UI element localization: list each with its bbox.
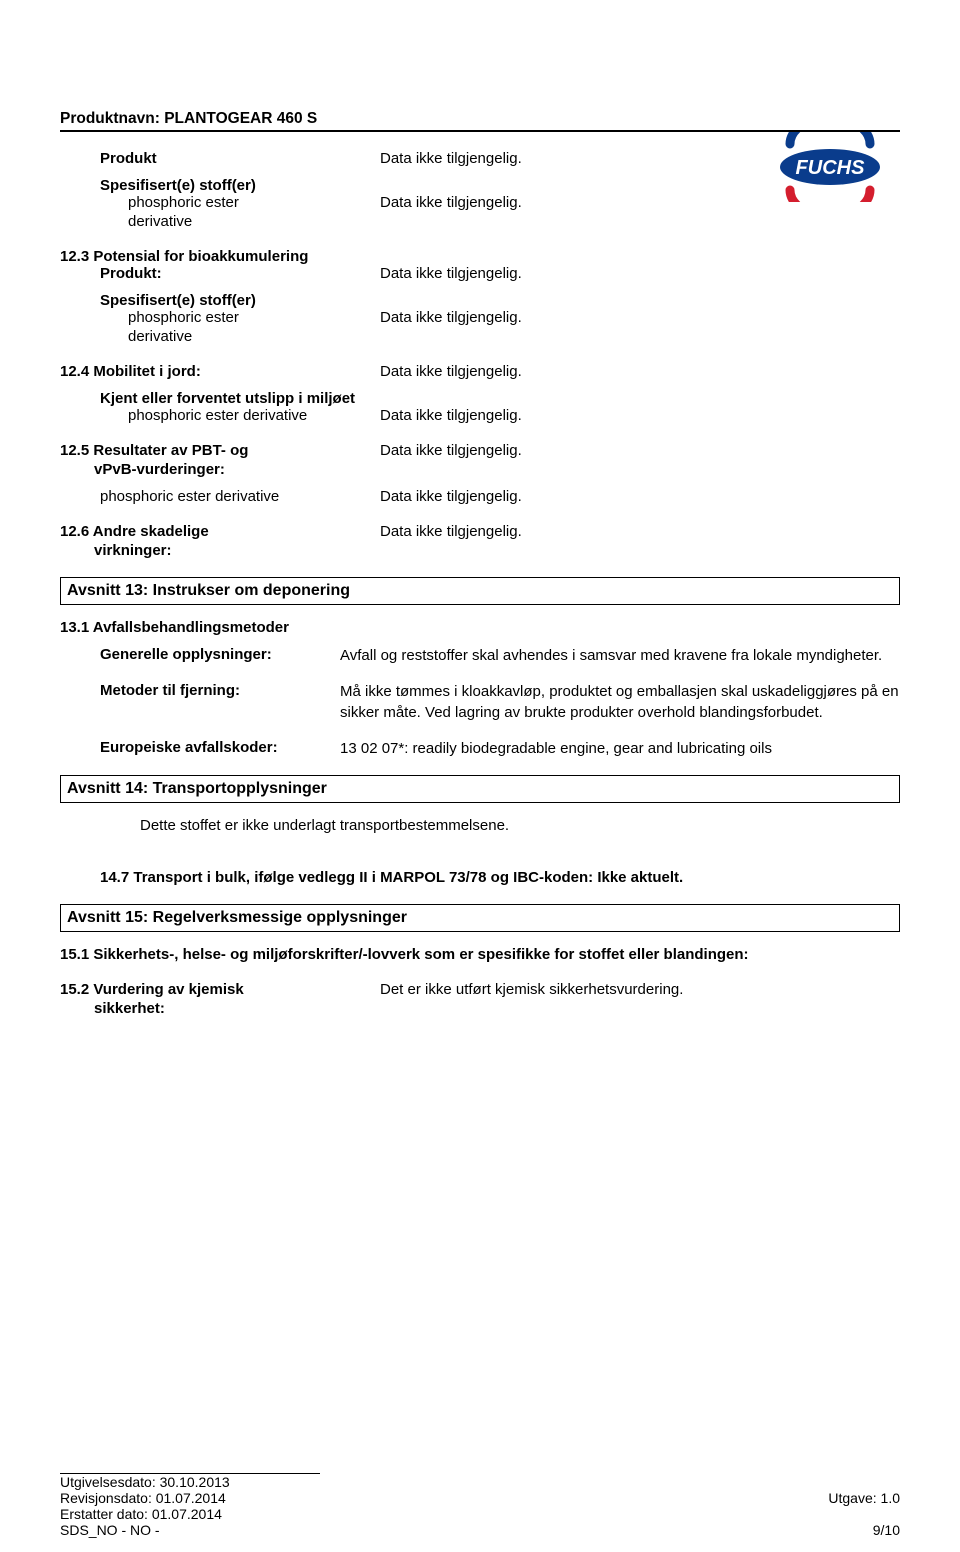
removal-methods-text: Må ikke tømmes i kloakkavløp, produktet … [340, 682, 900, 723]
section-12-4-title: 12.4 Mobilitet i jord: [60, 363, 380, 380]
section-12-6-title-a: 12.6 Andre skadelige [60, 523, 380, 540]
section-12-4-value: Data ikke tilgjengelig. [380, 363, 900, 380]
general-info-label: Generelle opplysninger: [100, 646, 340, 666]
section-12-5-value: Data ikke tilgjengelig. [380, 442, 900, 459]
footer-page-number: 9/10 [873, 1522, 900, 1538]
section-12-3-product-label: Produkt: [100, 265, 380, 282]
section-12-6-title-b: virkninger: [60, 542, 380, 559]
section-12-5-title-b: vPvB-vurderinger: [60, 461, 380, 478]
specified-substances-label-2: Spesifisert(e) stoff(er) [100, 292, 900, 309]
section-14-title: Avsnitt 14: Transportopplysninger [60, 775, 900, 803]
ewc-text: 13 02 07*: readily biodegradable engine,… [340, 739, 900, 759]
general-info-text: Avfall og reststoffer skal avhendes i sa… [340, 646, 900, 666]
footer-revision-date: Revisjonsdato: 01.07.2014 [60, 1490, 226, 1506]
product-name-label: Produktnavn: [60, 110, 160, 127]
phos-full-1: phosphoric ester derivative [100, 407, 380, 424]
header-divider: Produktnavn: PLANTOGEAR 460 S [60, 110, 900, 132]
product-name-header: Produktnavn: PLANTOGEAR 460 S [60, 110, 317, 127]
footer-issue-date: Utgivelsesdato: 30.10.2013 [60, 1474, 900, 1490]
page-footer: Utgivelsesdato: 30.10.2013 Revisjonsdato… [60, 1473, 900, 1538]
brand-logo: FUCHS [770, 132, 890, 202]
section-13-title: Avsnitt 13: Instrukser om deponering [60, 577, 900, 605]
phos-line1-a: phosphoric ester [100, 194, 380, 211]
ewc-label: Europeiske avfallskoder: [100, 739, 340, 759]
section-15-1: 15.1 Sikkerhets-, helse- og miljøforskri… [60, 946, 900, 963]
phos-line2-a: derivative [100, 213, 380, 230]
phos-line2-b: derivative [100, 328, 380, 345]
section-14-7: 14.7 Transport i bulk, ifølge vedlegg II… [100, 869, 900, 886]
footer-edition: Utgave: 1.0 [828, 1490, 900, 1506]
removal-methods-label: Metoder til fjerning: [100, 682, 340, 723]
section-15-title: Avsnitt 15: Regelverksmessige opplysning… [60, 904, 900, 932]
section-12-3-product-value: Data ikke tilgjengelig. [380, 265, 900, 282]
svg-text:FUCHS: FUCHS [796, 157, 866, 179]
section-15-2-a: 15.2 Vurdering av kjemisk [60, 981, 380, 998]
footer-sds-code: SDS_NO - NO - [60, 1522, 160, 1538]
footer-replaces-date: Erstatter dato: 01.07.2014 [60, 1506, 900, 1522]
section-12-6-value: Data ikke tilgjengelig. [380, 523, 900, 540]
product-label: Produkt [100, 150, 380, 167]
phos-value-2: Data ikke tilgjengelig. [380, 309, 900, 326]
phos-line1-b: phosphoric ester [100, 309, 380, 326]
section-15-2-b: sikkerhet: [60, 1000, 380, 1017]
section-14-line1: Dette stoffet er ikke underlagt transpor… [100, 817, 900, 834]
section-12-5-title-a: 12.5 Resultater av PBT- og [60, 442, 380, 459]
section-15-2-text: Det er ikke utført kjemisk sikkerhetsvur… [380, 981, 900, 998]
section-13-1-title: 13.1 Avfallsbehandlingsmetoder [60, 619, 900, 636]
section-12-3-title: 12.3 Potensial for bioakkumulering [60, 248, 900, 265]
section-12-5-phos-value: Data ikke tilgjengelig. [380, 488, 900, 505]
phos-full-2: phosphoric ester derivative [100, 488, 380, 505]
known-emissions-value: Data ikke tilgjengelig. [380, 407, 900, 424]
known-emissions-label: Kjent eller forventet utslipp i miljøet [100, 390, 900, 407]
product-name-value: PLANTOGEAR 460 S [164, 110, 317, 127]
